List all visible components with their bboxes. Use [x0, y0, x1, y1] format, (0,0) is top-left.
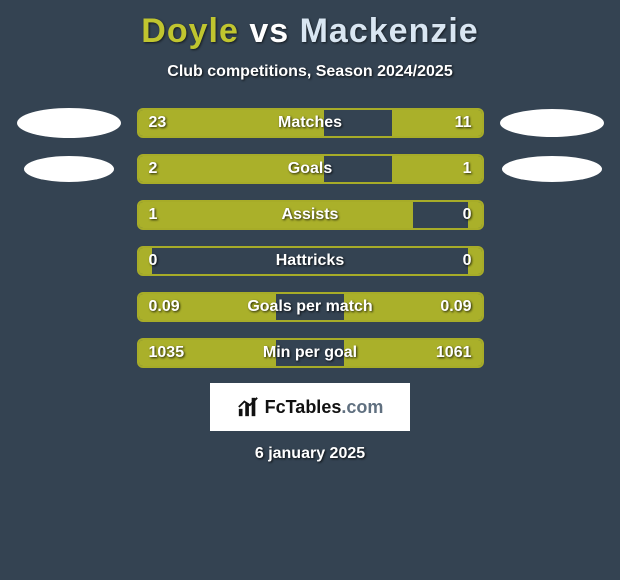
stat-row: 2311Matches [0, 107, 620, 139]
stat-row: 00Hattricks [0, 245, 620, 277]
logo-box: FcTables.com [210, 383, 410, 431]
stat-bar: 00Hattricks [137, 246, 484, 276]
stat-name: Goals [137, 154, 484, 184]
stat-name: Matches [137, 108, 484, 138]
page-title: Doyle vs Mackenzie [0, 12, 620, 51]
stat-bar: 0.090.09Goals per match [137, 292, 484, 322]
stat-bar: 2311Matches [137, 108, 484, 138]
logo-brand: FcTables [265, 397, 342, 417]
stat-bar: 10Assists [137, 200, 484, 230]
avatar-ellipse [500, 109, 604, 137]
subtitle: Club competitions, Season 2024/2025 [0, 63, 620, 81]
stat-bar: 10351061Min per goal [137, 338, 484, 368]
stat-name: Goals per match [137, 292, 484, 322]
avatar-ellipse [24, 156, 114, 182]
stat-name: Assists [137, 200, 484, 230]
stats-rows: 2311Matches 21Goals 10Assists 00Hattricks 0.… [0, 107, 620, 369]
stat-row: 0.090.09Goals per match [0, 291, 620, 323]
container: Doyle vs Mackenzie Club competitions, Se… [0, 0, 620, 463]
avatar-ellipse [17, 108, 121, 138]
stat-name: Min per goal [137, 338, 484, 368]
title-player2: Mackenzie [300, 12, 479, 50]
title-player1: Doyle [141, 12, 239, 50]
date-label: 6 january 2025 [0, 445, 620, 463]
title-vs: vs [249, 12, 289, 50]
avatar-ellipse [502, 156, 602, 182]
stat-row: 10351061Min per goal [0, 337, 620, 369]
stat-name: Hattricks [137, 246, 484, 276]
logo-domain: .com [341, 397, 383, 417]
avatar-left [17, 156, 121, 182]
avatar-right [500, 156, 604, 182]
logo-text: FcTables.com [265, 397, 384, 418]
chart-icon [237, 396, 259, 418]
stat-bar: 21Goals [137, 154, 484, 184]
avatar-left [17, 108, 121, 138]
avatar-right [500, 109, 604, 137]
stat-row: 10Assists [0, 199, 620, 231]
stat-row: 21Goals [0, 153, 620, 185]
